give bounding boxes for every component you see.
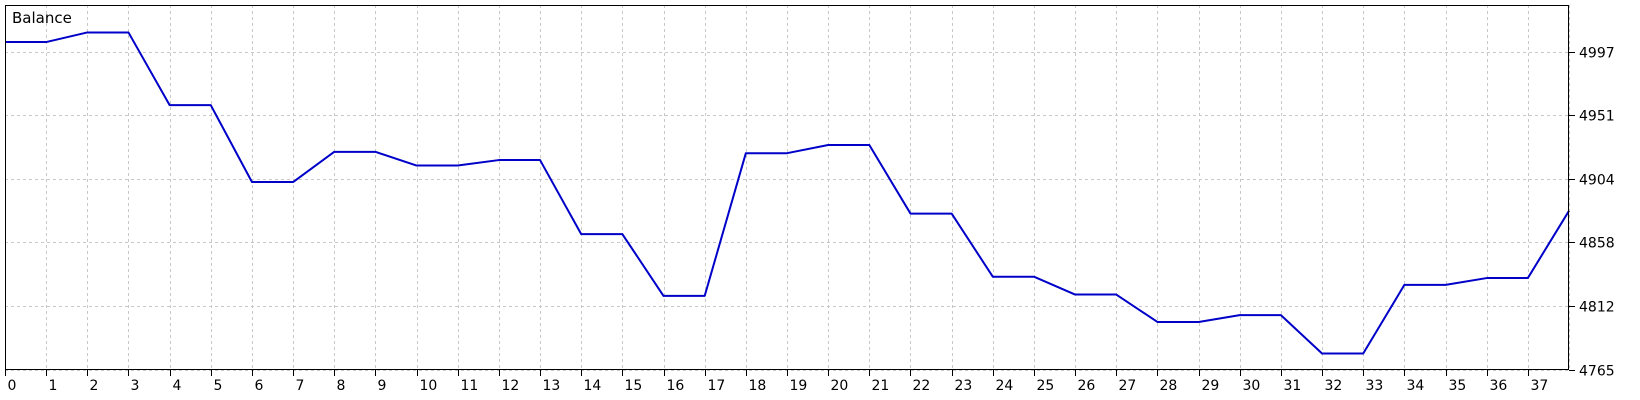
x-tick-label: 36 [1490,378,1508,394]
x-tick-label: 34 [1407,378,1425,394]
x-tick-label: 13 [543,378,561,394]
y-axis: 4765 4812 4858 4904 4951 4997 [1569,46,1615,380]
x-tick-label: 16 [667,378,685,394]
plot-frame [5,5,1569,370]
balance-series-line [5,31,1570,355]
x-tick-label: 21 [872,378,890,394]
x-tick-label: 29 [1202,378,1220,394]
x-tick-label: 23 [955,378,973,394]
chart-title: Balance [12,9,72,27]
x-tick-label: 25 [1037,378,1055,394]
x-tick-label: 8 [337,378,346,394]
y-tick-label: 4951 [1579,109,1615,125]
x-tick-label: 4 [173,378,182,394]
x-tick-label: 18 [749,378,767,394]
x-tick-label: 14 [584,378,602,394]
y-tick-label: 4765 [1579,364,1615,380]
x-tick-label: 31 [1284,378,1302,394]
y-tick-label: 4858 [1579,236,1615,252]
x-tick-label: 5 [214,378,223,394]
x-tick-label: 32 [1325,378,1343,394]
x-axis: 0 1 2 3 4 5 6 7 8 9 10 11 12 13 14 15 16 17 18 19 20 21 22 23 24… [5,370,1549,394]
x-tick-label: 1 [49,378,58,394]
y-tick-label: 4904 [1579,173,1615,189]
x-tick-label: 24 [996,378,1014,394]
x-tick-label: 19 [790,378,808,394]
x-tick-label: 15 [625,378,643,394]
x-tick-label: 2 [90,378,99,394]
x-tick-label: 33 [1366,378,1384,394]
x-tick-label: 12 [502,378,520,394]
x-tick-label: 22 [913,378,931,394]
x-tick-label: 17 [708,378,726,394]
x-tick-label: 27 [1119,378,1137,394]
x-tick-label: 35 [1449,378,1467,394]
x-tick-label: 20 [831,378,849,394]
x-tick-label: 7 [296,378,305,394]
x-tick-label: 11 [461,378,479,394]
x-tick-label: 37 [1531,378,1549,394]
x-tick-label: 9 [378,378,387,394]
x-tick-label: 28 [1160,378,1178,394]
y-tick-label: 4812 [1579,300,1615,316]
x-tick-label: 30 [1243,378,1261,394]
x-tick-label: 26 [1078,378,1096,394]
x-tick-label: 10 [420,378,438,394]
y-tick-label: 4997 [1579,46,1615,62]
x-tick-label: 0 [8,378,17,394]
x-tick-label: 6 [255,378,264,394]
x-tick-label: 3 [131,378,140,394]
